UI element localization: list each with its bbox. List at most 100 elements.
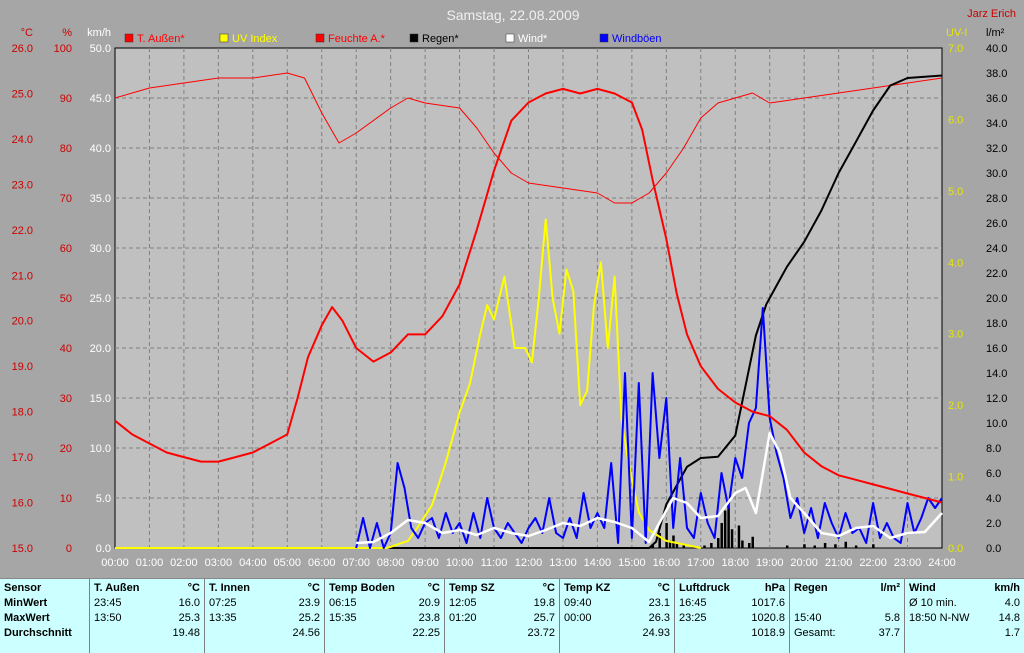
grid (115, 48, 942, 548)
tick-label-uv: 3.0 (948, 329, 963, 341)
stats-block: Temp SZ °C 12:05 19.8 01:20 25.7 23.72 (445, 579, 560, 653)
legend-swatch (409, 33, 419, 43)
legend: T. Außen* UV Index Feuchte A.* Regen* Wind* W… (124, 33, 662, 45)
axis-unit-humidity: % (62, 27, 72, 39)
tick-label-x: 01:00 (136, 557, 164, 569)
uv-line (115, 218, 702, 549)
tick-label-rain: 4.0 (986, 493, 1001, 505)
legend-swatch (315, 33, 325, 43)
rain-bar (748, 543, 751, 548)
tick-label-x: 23:00 (894, 557, 922, 569)
stats-unit: °C (657, 582, 670, 594)
stats-row: Ø 10 min. 4.0 (909, 596, 1020, 611)
tick-label-wind: 45.0 (90, 93, 111, 105)
stats-title: Luftdruck (679, 582, 730, 594)
stats-row: 15:40 5.8 (794, 611, 900, 626)
tick-label-x: 12:00 (515, 557, 543, 569)
author-label: Jarz Erich (967, 8, 1016, 20)
tick-label-rain: 14.0 (986, 368, 1007, 380)
stats-value: 14.8 (998, 612, 1020, 624)
stats-value: 1020.8 (751, 612, 785, 624)
stats-value: 25.3 (178, 612, 200, 624)
tick-label-temp: 16.0 (12, 498, 33, 510)
stats-label (329, 626, 412, 641)
stats-label (449, 626, 527, 641)
tick-label-rain: 36.0 (986, 93, 1007, 105)
legend-label: Wind* (518, 33, 548, 45)
stats-row: Durchschnitt (4, 626, 85, 641)
stats-title: Temp SZ (449, 582, 495, 594)
stats-label (94, 626, 172, 641)
stats-block: Regen l/m² 15:40 5.8 Gesamt: 37.7 (790, 579, 905, 653)
stats-block: T. Außen °C 23:45 16.0 13:50 25.3 19.48 (90, 579, 205, 653)
tick-label-rain: 2.0 (986, 518, 1001, 530)
stats-value: 37.7 (878, 627, 900, 639)
rain-bar (730, 529, 734, 548)
rain-bar (751, 536, 754, 548)
series-group (114, 72, 943, 549)
stats-title: Temp Boden (329, 582, 395, 594)
rain-bar (741, 540, 744, 548)
tick-label-humidity: 20 (60, 443, 72, 455)
tick-label-temp: 25.0 (12, 88, 33, 100)
tick-label-rain: 8.0 (986, 443, 1001, 455)
stats-label: 01:20 (449, 612, 477, 624)
rain-line (115, 74, 943, 549)
legend-label: T. Außen* (137, 33, 185, 45)
rain-bar (737, 525, 741, 548)
stats-table: Sensor MinWert MaxWert Durchschnitt T. Außen… (0, 578, 1024, 653)
tick-label-rain: 24.0 (986, 243, 1007, 255)
tick-label-rain: 12.0 (986, 393, 1007, 405)
tick-label-humidity: 0 (66, 543, 72, 555)
stats-label: MinWert (4, 597, 48, 609)
rain-bar (703, 545, 706, 548)
stats-value: 4.0 (1004, 597, 1020, 609)
tick-label-x: 08:00 (377, 557, 405, 569)
stats-row: 19.48 (94, 626, 200, 641)
axis-unit-uv: UV-I (946, 27, 967, 39)
tick-label-rain: 30.0 (986, 168, 1007, 180)
tick-label-x: 19:00 (756, 557, 784, 569)
rain-bar (651, 544, 655, 548)
tick-label-uv: 0.0 (948, 543, 963, 555)
tick-label-wind: 30.0 (90, 243, 111, 255)
axis-unit-wind: km/h (87, 27, 111, 39)
rain-bar (668, 540, 672, 548)
stats-title: T. Innen (209, 582, 250, 594)
stats-value: 19.48 (172, 627, 200, 639)
tick-label-rain: 18.0 (986, 318, 1007, 330)
stats-label: 06:15 (329, 597, 357, 609)
stats-label: 15:40 (794, 612, 822, 624)
tick-label-rain: 20.0 (986, 293, 1007, 305)
stats-label: 15:35 (329, 612, 357, 624)
stats-row: 22.25 (329, 626, 440, 641)
tick-label-rain: 26.0 (986, 218, 1007, 230)
stats-title: Regen (794, 582, 828, 594)
stats-value: 22.25 (412, 627, 440, 639)
rain-bar (813, 545, 817, 548)
tick-label-rain: 28.0 (986, 193, 1007, 205)
stats-unit: °C (542, 582, 555, 594)
stats-label: 13:35 (209, 612, 237, 624)
stats-row: 13:35 25.2 (209, 611, 320, 626)
stats-value: 24.93 (642, 627, 670, 639)
stats-block: Temp Boden °C 06:15 20.9 15:35 23.8 22.25 (325, 579, 445, 653)
stats-label: 16:45 (679, 597, 707, 609)
stats-label: 00:00 (564, 612, 592, 624)
stats-value: 23.72 (527, 627, 555, 639)
tick-label-rain: 0.0 (986, 543, 1001, 555)
humidity-line (114, 72, 943, 204)
tick-label-x: 20:00 (790, 557, 818, 569)
stats-unit: °C (307, 582, 320, 594)
rain-bar (682, 544, 686, 548)
axis-unit-temp: °C (21, 27, 33, 39)
stats-row: 23:25 1020.8 (679, 611, 785, 626)
tick-label-x: 17:00 (687, 557, 715, 569)
tick-label-wind: 15.0 (90, 393, 111, 405)
tick-label-x: 24:00 (928, 557, 956, 569)
stats-label (564, 626, 642, 641)
stats-value: 23.9 (298, 597, 320, 609)
stats-value: 5.8 (884, 612, 900, 624)
tick-label-temp: 21.0 (12, 270, 33, 282)
stats-value: 23.8 (418, 612, 440, 624)
